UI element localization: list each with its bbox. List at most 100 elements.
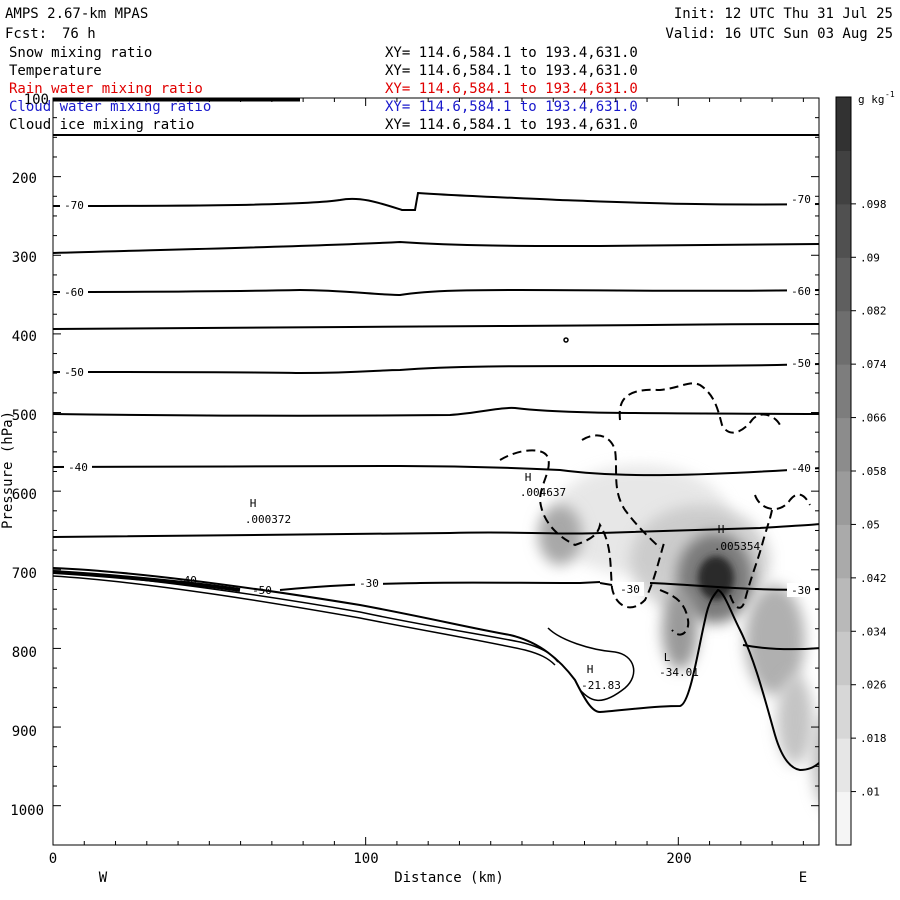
- dashed-contour: [729, 509, 773, 609]
- terrain-contour: [547, 627, 635, 701]
- dashed-contours: [499, 382, 811, 636]
- isotherms: [53, 98, 819, 651]
- shade-core: [698, 556, 734, 600]
- field-xy-snow: XY= 114.6,584.1 to 193.4,631.0: [385, 45, 638, 61]
- colorbar-swatch: [836, 471, 851, 525]
- extremum-kind: L: [664, 651, 671, 664]
- isotherm-label: -70: [791, 193, 811, 206]
- x-tick-label: 200: [666, 851, 691, 867]
- colorbar-swatch: [836, 150, 851, 205]
- isotherm-label: -60: [64, 286, 84, 299]
- colorbar-label: .074: [860, 358, 887, 371]
- isotherm-label: -40: [177, 574, 197, 587]
- y-tick-label: 1000: [10, 803, 44, 819]
- terrain-contour-bold: [53, 570, 241, 592]
- extremum-kind: H: [250, 497, 257, 510]
- isotherm: [53, 240, 819, 254]
- y-tick-label: 900: [12, 724, 37, 740]
- extremum-value: .000372: [245, 513, 291, 526]
- colorbar-swatch: [836, 310, 851, 365]
- colorbar-swatch: [836, 417, 851, 472]
- x-axis-label: Distance (km): [394, 870, 504, 886]
- extremum-kind: H: [718, 523, 725, 536]
- field-name-snow: Snow mixing ratio: [9, 45, 152, 61]
- colorbar-swatch: [836, 631, 851, 686]
- dashed-contour: [499, 449, 666, 609]
- isotherm: [53, 464, 819, 477]
- colorbar-label: .018: [860, 732, 887, 745]
- terrain-contour: [53, 575, 556, 666]
- isotherm: [53, 363, 819, 375]
- y-tick-label: 100: [24, 92, 49, 108]
- isotherm: [53, 523, 819, 538]
- extremum-value: -34.01: [659, 666, 699, 679]
- isotherm-label: -30: [359, 577, 379, 590]
- shade-region: [745, 585, 805, 695]
- colorbar-swatch: [836, 684, 851, 739]
- isotherm: [53, 191, 819, 211]
- isotherm-label: -60: [791, 285, 811, 298]
- header: AMPS 2.67-km MPAS Fcst: 76 h Init: 12 UT…: [5, 6, 893, 42]
- field-name-cloud-ice: Cloud ice mixing ratio: [9, 117, 194, 133]
- colorbar-label: .034: [860, 625, 887, 638]
- extremum-kind: H: [587, 663, 594, 676]
- isotherm-label: -50: [64, 366, 84, 379]
- colorbar-swatch: [836, 364, 851, 419]
- x-axis: 0 100 200 Distance (km) W E: [49, 98, 807, 886]
- y-tick-label: 800: [12, 645, 37, 661]
- y-tick-label: 300: [12, 250, 37, 266]
- field-xy-rain: XY= 114.6,584.1 to 193.4,631.0: [385, 81, 638, 97]
- init-time: Init: 12 UTC Thu 31 Jul 25: [674, 6, 893, 22]
- y-axis-label: Pressure (hPa): [0, 411, 16, 529]
- terrain-contours: [53, 567, 819, 772]
- isotherm-label: -40: [68, 461, 88, 474]
- colorbar-swatch: [836, 257, 851, 312]
- isotherm-label: -40: [791, 462, 811, 475]
- direction-west: W: [99, 870, 108, 886]
- colorbar-swatch: [836, 203, 851, 258]
- field-name-cloud-water: Cloud water mixing ratio: [9, 99, 211, 115]
- x-tick-label: 0: [49, 851, 57, 867]
- isotherm: [599, 582, 613, 586]
- colorbar-units: g kg: [858, 93, 885, 106]
- y-tick-label: 400: [12, 329, 37, 345]
- colorbar-label: .066: [860, 412, 887, 425]
- isotherm-label: -70: [64, 199, 84, 212]
- colorbar-swatch: [836, 97, 851, 151]
- shade-region: [662, 590, 698, 670]
- isotherm-label: -50: [791, 357, 811, 370]
- extrema: H .000372 H .004637 H .005354 H -21.83 L…: [245, 471, 761, 692]
- shade-region: [538, 505, 582, 565]
- valid-time: Valid: 16 UTC Sun 03 Aug 25: [665, 26, 893, 42]
- terrain-contour: [53, 571, 559, 663]
- small-contour: [563, 337, 569, 343]
- shade-region: [777, 675, 813, 765]
- direction-east: E: [799, 870, 807, 886]
- colorbar-label: .098: [860, 198, 887, 211]
- colorbar: g kg -1 .01.018.026.034.042.05.058.066.0…: [835, 90, 895, 846]
- y-axis: 100 200 300 400 500 600 700 800 900 1000…: [0, 92, 819, 819]
- dashed-contour: [754, 493, 811, 510]
- field-xy-temperature: XY= 114.6,584.1 to 193.4,631.0: [385, 63, 638, 79]
- y-tick-label: 700: [12, 566, 37, 582]
- field-xy-cloud-water: XY= 114.6,584.1 to 193.4,631.0: [385, 99, 638, 115]
- colorbar-label: .09: [860, 251, 880, 264]
- extremum-value: -21.83: [581, 679, 621, 692]
- field-name-temperature: Temperature: [9, 63, 102, 79]
- dashed-contour: [659, 589, 690, 636]
- colorbar-swatch: [836, 791, 851, 846]
- isotherm-labels: -70 -70 -60 -60 -50 -50 -40 -40 -30 -30 …: [60, 192, 815, 597]
- extremum-value: .004637: [520, 486, 566, 499]
- shade-region: [812, 720, 819, 800]
- colorbar-label: .058: [860, 465, 887, 478]
- colorbar-label: .01: [860, 786, 880, 799]
- y-ticks: [53, 97, 819, 807]
- y-tick-label: 200: [12, 171, 37, 187]
- y-tick-label: 600: [12, 487, 37, 503]
- colorbar-label: .05: [860, 518, 880, 531]
- model-title: AMPS 2.67-km MPAS: [5, 6, 148, 22]
- isotherm: [53, 406, 819, 417]
- colorbar-label: .026: [860, 679, 887, 692]
- colorbar-swatch: [836, 524, 851, 579]
